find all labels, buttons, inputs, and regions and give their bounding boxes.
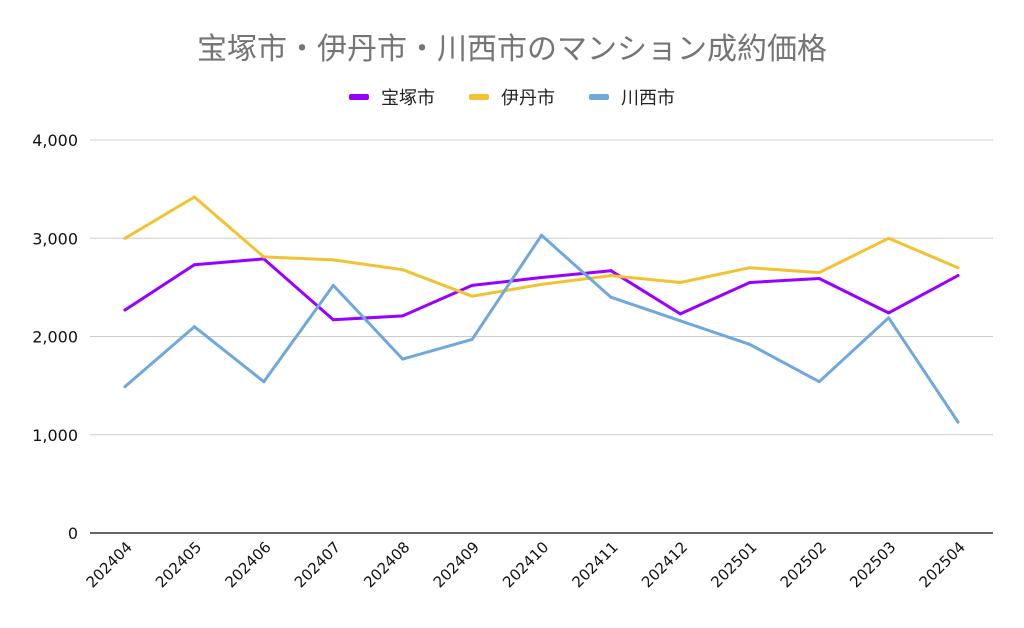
data-point-2-4 <box>401 358 404 361</box>
data-point-2-2 <box>262 380 265 383</box>
data-point-1-2 <box>262 255 265 258</box>
data-point-2-0 <box>124 385 127 388</box>
data-point-1-1 <box>193 195 196 198</box>
x-tick-label: 202412 <box>638 538 691 591</box>
data-point-0-8 <box>679 312 682 315</box>
data-point-0-10 <box>818 277 821 280</box>
data-point-2-3 <box>332 284 335 287</box>
data-point-0-6 <box>540 276 543 279</box>
series-line-0 <box>125 259 958 320</box>
data-point-2-8 <box>679 319 682 322</box>
data-point-0-3 <box>332 318 335 321</box>
series-line-1 <box>125 197 958 296</box>
data-point-1-6 <box>540 283 543 286</box>
data-point-1-0 <box>124 237 127 240</box>
x-tick-label: 202504 <box>916 538 969 591</box>
y-tick-label: 1,000 <box>32 426 78 445</box>
data-point-1-11 <box>887 237 890 240</box>
data-point-0-4 <box>401 314 404 317</box>
x-tick-label: 202407 <box>291 538 344 591</box>
x-tick-label: 202406 <box>221 538 274 591</box>
data-point-0-1 <box>193 263 196 266</box>
series-line-2 <box>125 235 958 422</box>
data-point-0-9 <box>748 281 751 284</box>
x-tick-label: 202409 <box>430 538 483 591</box>
y-tick-label: 0 <box>68 524 78 543</box>
x-tick-label: 202411 <box>569 538 622 591</box>
data-point-2-6 <box>540 234 543 237</box>
data-point-2-9 <box>748 343 751 346</box>
data-point-2-10 <box>818 380 821 383</box>
y-tick-label: 4,000 <box>32 131 78 150</box>
x-tick-label: 202501 <box>707 538 760 591</box>
data-point-1-12 <box>957 266 960 269</box>
data-point-1-8 <box>679 281 682 284</box>
y-tick-label: 3,000 <box>32 229 78 248</box>
data-point-2-12 <box>957 420 960 423</box>
data-point-0-5 <box>471 284 474 287</box>
data-point-1-7 <box>609 274 612 277</box>
data-point-1-5 <box>471 295 474 298</box>
x-tick-label: 202408 <box>360 538 413 591</box>
data-point-1-4 <box>401 268 404 271</box>
x-tick-label: 202405 <box>152 538 205 591</box>
x-tick-label: 202410 <box>499 538 552 591</box>
data-point-0-0 <box>124 308 127 311</box>
y-tick-label: 2,000 <box>32 328 78 347</box>
data-point-2-11 <box>887 316 890 319</box>
x-tick-label: 202503 <box>846 538 899 591</box>
data-point-0-11 <box>887 311 890 314</box>
data-point-1-3 <box>332 258 335 261</box>
x-tick-label: 202404 <box>83 538 136 591</box>
data-point-1-9 <box>748 266 751 269</box>
data-point-0-12 <box>957 274 960 277</box>
data-point-0-7 <box>609 269 612 272</box>
data-point-2-7 <box>609 296 612 299</box>
data-point-2-1 <box>193 325 196 328</box>
data-point-2-5 <box>471 338 474 341</box>
x-tick-label: 202502 <box>777 538 830 591</box>
data-point-1-10 <box>818 271 821 274</box>
